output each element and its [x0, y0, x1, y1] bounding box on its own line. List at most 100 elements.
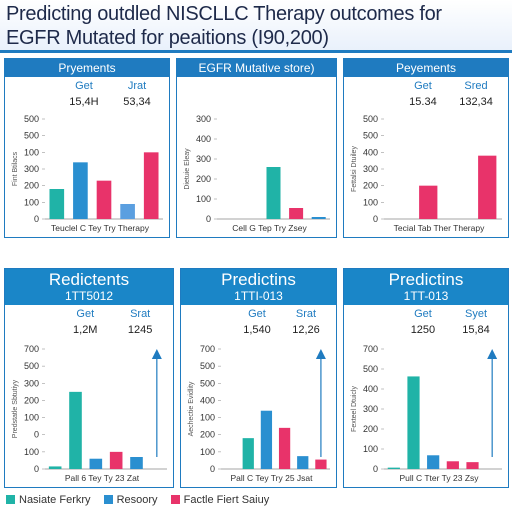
bar-C	[407, 376, 420, 469]
y-tick-label: 300	[24, 378, 39, 388]
chart-panel-6: Predictins 1TT-013 700 500 400 300 200 100 0 Fext…	[343, 268, 509, 488]
annotation-value: 132,34	[459, 96, 493, 108]
y-axis-label: Predstatle Sbtutiyy	[12, 379, 19, 438]
y-tick-label: 400	[196, 134, 211, 144]
x-tick-labels: Cell G Tep Try Zsey	[232, 223, 307, 233]
annotation-label: Get	[75, 80, 93, 92]
chart-panel-2: EGFR Mutative store) 300 400 300 200 100 0 Diet…	[176, 58, 337, 238]
title-divider	[0, 50, 512, 53]
bar-Pull	[387, 467, 400, 469]
bar-23	[130, 457, 143, 469]
annotation-label: Srat	[296, 308, 316, 320]
y-tick-label: 200	[200, 430, 215, 440]
panel-title: Predictins	[221, 270, 296, 289]
annotation-value: 1245	[128, 324, 152, 336]
bar-Tey	[260, 410, 273, 469]
annotation-value: 1,540	[243, 324, 271, 336]
y-tick-label: 100	[200, 447, 215, 457]
y-tick-label: 500	[363, 364, 378, 374]
bar-C	[73, 162, 88, 219]
y-tick-label: 400	[363, 147, 378, 157]
annotation-value: 1250	[411, 324, 435, 336]
bar-Tey	[89, 458, 103, 469]
legend-swatch	[6, 495, 15, 504]
annotation-label: Get	[76, 308, 94, 320]
annotation-value: 15,84	[462, 324, 490, 336]
bar-Tab	[419, 185, 438, 219]
y-tick-label: 300	[196, 114, 211, 124]
annotation-label: Jrat	[128, 80, 146, 92]
legend-swatch	[170, 495, 180, 504]
y-axis-label: Fettalsi Dtuiley	[351, 146, 358, 192]
y-tick-label: 0	[34, 464, 39, 474]
y-tick-label: 0	[373, 214, 378, 224]
bar-chart: 700 500 300 200 100 0 100 0 Predstatle Sbtutiyy G…	[12, 308, 167, 483]
annotation-label: Get	[414, 308, 432, 320]
y-tick-label: 100	[24, 147, 39, 157]
y-tick-label: 500	[24, 131, 39, 141]
y-tick-label: 100	[24, 447, 39, 457]
bar-chart: 700 500 500 400 100 200 100 0 Aechectie Evidlity…	[188, 308, 330, 483]
legend-item: Resoory	[103, 494, 158, 506]
y-tick-label: 500	[200, 378, 215, 388]
y-tick-label: 300	[24, 164, 39, 174]
panel-subtitle: 1TT5012	[64, 289, 114, 303]
y-tick-label: 700	[200, 344, 215, 354]
chart-panel-1: Pryements 500 500 100 300 200 100 0 Fint Btilacs…	[4, 58, 170, 238]
chart-panel-4: Redictents 1TT5012 700 500 300 200 100 0 100 0 Pre…	[4, 268, 174, 488]
panel-header: Redictents 1TT5012	[5, 269, 173, 305]
panel-header: Predictins 1TT-013	[344, 269, 508, 305]
y-tick-label: 0	[34, 430, 39, 440]
y-axis-label: Dietuie Eleay	[184, 148, 191, 190]
x-tick-labels: Teuclel C Tey Try Therapy	[51, 223, 150, 233]
chart-panel-5: Predictins 1TTI-013 700 500 500 400 100 200 100 0…	[180, 268, 337, 488]
y-tick-label: 100	[24, 197, 39, 207]
annotation-value: 12,26	[292, 324, 320, 336]
bar-chart: 700 500 400 300 200 100 0 Fexteel Dtuicly Get Sye…	[351, 308, 502, 483]
bar-Try	[278, 427, 291, 469]
y-tick-label: 700	[363, 344, 378, 354]
bar-Ty	[446, 461, 459, 469]
annotation-value: 1,2M	[73, 324, 97, 336]
y-tick-label: 100	[200, 413, 215, 423]
y-tick-label: 500	[200, 361, 215, 371]
legend-item: Nasiate Ferkry	[6, 494, 91, 506]
page-title-line-1: Predicting outdled NISCLLC Therapy outco…	[6, 3, 442, 25]
y-tick-label: 500	[24, 114, 39, 124]
bar-chart: 500 500 400 300 200 100 0 Fettalsi Dtuiley Get Sr…	[351, 80, 502, 233]
panel-header: Predictins 1TTI-013	[181, 269, 336, 305]
y-tick-label: 100	[196, 194, 211, 204]
annotation-label: Srat	[130, 308, 150, 320]
bar-Tter	[427, 455, 440, 469]
panel-title: Predictins	[388, 270, 464, 289]
annotation-label: Sred	[464, 80, 487, 92]
arrow-head-icon	[315, 349, 326, 359]
x-tick-labels: Pull C Tter Ty 23 Zsy	[399, 473, 479, 483]
bar-25	[297, 456, 309, 469]
y-tick-label: 700	[24, 344, 39, 354]
y-tick-label: 200	[363, 181, 378, 191]
bar-Tep	[266, 167, 281, 219]
y-tick-label: 0	[34, 214, 39, 224]
y-axis-label: Aechectie Evidlity	[188, 381, 195, 436]
legend: Nasiate Ferkry Resoory Factle Fiert Saiu…	[6, 494, 279, 506]
bar-chart: 300 400 300 200 100 0 Dietuie Eleay Cell G Tep …	[184, 114, 330, 233]
title-bar: Predicting outdled NISCLLC Therapy outco…	[0, 0, 512, 52]
panel-subtitle: 1TT-013	[403, 289, 449, 303]
legend-item: Factle Fiert Saiuy	[170, 494, 269, 506]
bar-Jsat	[315, 459, 327, 469]
y-tick-label: 400	[363, 384, 378, 394]
x-tick-labels: Tecial Tab Ther Therapy	[394, 223, 485, 233]
y-tick-label: 200	[24, 181, 39, 191]
y-tick-label: 200	[196, 174, 211, 184]
y-tick-label: 200	[363, 424, 378, 434]
bar-chart: 500 500 100 300 200 100 0 Fint Btilacs Get Jrat 15…	[12, 80, 163, 233]
y-tick-label: 500	[24, 361, 39, 371]
annotation-value: 53,34	[123, 96, 151, 108]
y-tick-label: 0	[373, 464, 378, 474]
legend-swatch	[103, 495, 113, 504]
bar-Zsey	[311, 217, 326, 219]
y-tick-label: 500	[363, 114, 378, 124]
annotation-label: Get	[414, 80, 432, 92]
annotation-label: Syet	[465, 308, 487, 320]
